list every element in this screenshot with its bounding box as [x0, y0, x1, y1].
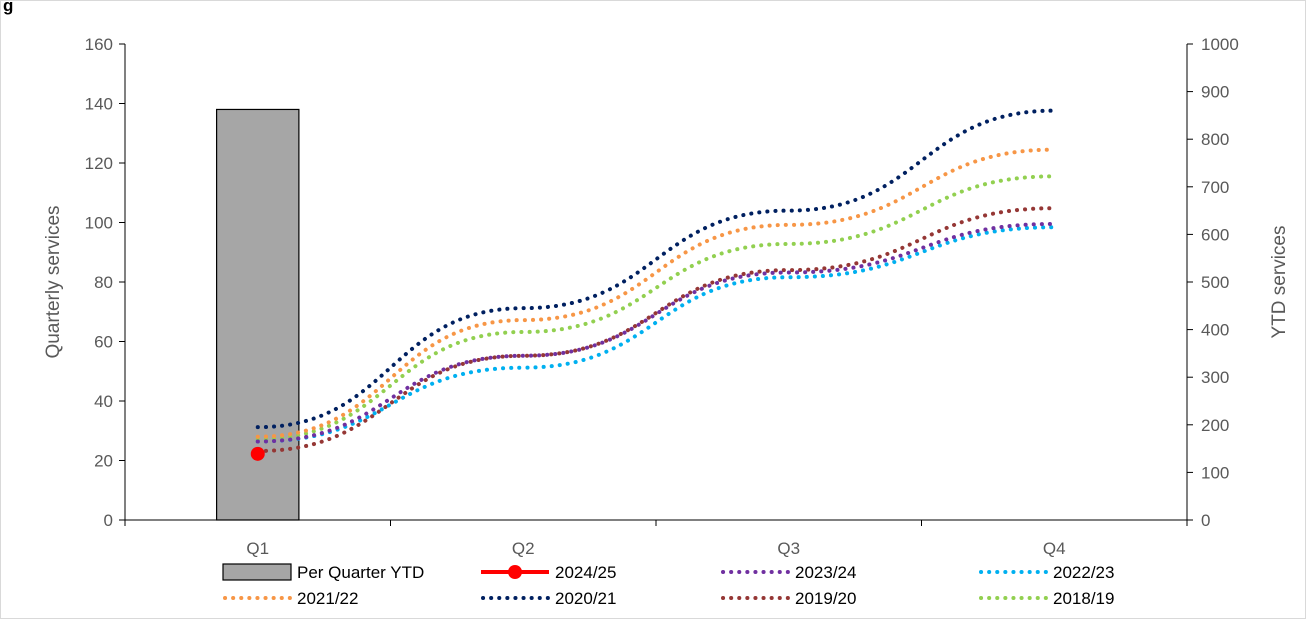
legend-swatch-bar [222, 563, 292, 581]
legend-label-2020-21: 2020/21 [555, 589, 616, 608]
y-tick-left-label-20: 20 [94, 452, 113, 471]
y-axis-left-title: Quarterly services [43, 205, 64, 358]
y-tick-right-label-700: 700 [1201, 178, 1229, 197]
y-tick-left-label-120: 120 [85, 154, 113, 173]
y-tick-right-label-900: 900 [1201, 83, 1229, 102]
legend-swatch-marker-2024-25 [508, 565, 522, 579]
legend-label-2022-23: 2022/23 [1053, 563, 1114, 582]
series-line-2018-19 [255, 174, 1057, 442]
y-tick-left-label-160: 160 [85, 35, 113, 54]
y-tick-right-label-300: 300 [1201, 368, 1229, 387]
legend-label-2024-25: 2024/25 [555, 563, 616, 582]
series-point-2024-25-0 [250, 446, 265, 461]
y-tick-right-label-800: 800 [1201, 130, 1229, 149]
y-axis-right-title: YTD services [1269, 226, 1290, 339]
series-line-2021-22 [255, 147, 1057, 439]
series-line-2022-23 [255, 225, 1057, 444]
y-tick-right-label-100: 100 [1201, 463, 1229, 482]
series-line-2023-24 [255, 221, 1057, 444]
legend-label-2023-24: 2023/24 [795, 563, 856, 582]
y-tick-right-label-600: 600 [1201, 225, 1229, 244]
y-tick-left-label-80: 80 [94, 273, 113, 292]
x-tick-label-Q1: Q1 [246, 539, 269, 558]
y-tick-right-label-400: 400 [1201, 321, 1229, 340]
y-tick-left-label-40: 40 [94, 392, 113, 411]
x-tick-label-Q4: Q4 [1043, 539, 1066, 558]
series-line-2020-21 [255, 108, 1057, 430]
y-tick-left-label-0: 0 [104, 511, 113, 530]
legend: Per Quarter YTD 2024/25 2023/24 2022/23 2021… [222, 563, 1114, 608]
x-tick-label-Q3: Q3 [777, 539, 800, 558]
chart-title-fragment: g [3, 1, 13, 15]
legend-label-per-quarter-ytd: Per Quarter YTD [297, 563, 424, 582]
y-tick-right-label-1000: 1000 [1201, 35, 1239, 54]
y-tick-right-label-200: 200 [1201, 416, 1229, 435]
legend-label-2019-20: 2019/20 [795, 589, 856, 608]
legend-label-2018-19: 2018/19 [1053, 589, 1114, 608]
y-tick-right-label-0: 0 [1201, 511, 1210, 530]
y-tick-left-label-60: 60 [94, 333, 113, 352]
y-tick-right-label-500: 500 [1201, 273, 1229, 292]
series-line-2019-20 [255, 206, 1057, 453]
y-tick-left-label-100: 100 [85, 214, 113, 233]
legend-label-2021-22: 2021/22 [297, 589, 358, 608]
axes-layer: 0 20 40 60 80 100 120 140 160 0 100 200 300 400 500 600… [85, 35, 1239, 558]
lines-layer [250, 108, 1057, 461]
y-tick-left-label-140: 140 [85, 95, 113, 114]
x-tick-label-Q2: Q2 [512, 539, 535, 558]
